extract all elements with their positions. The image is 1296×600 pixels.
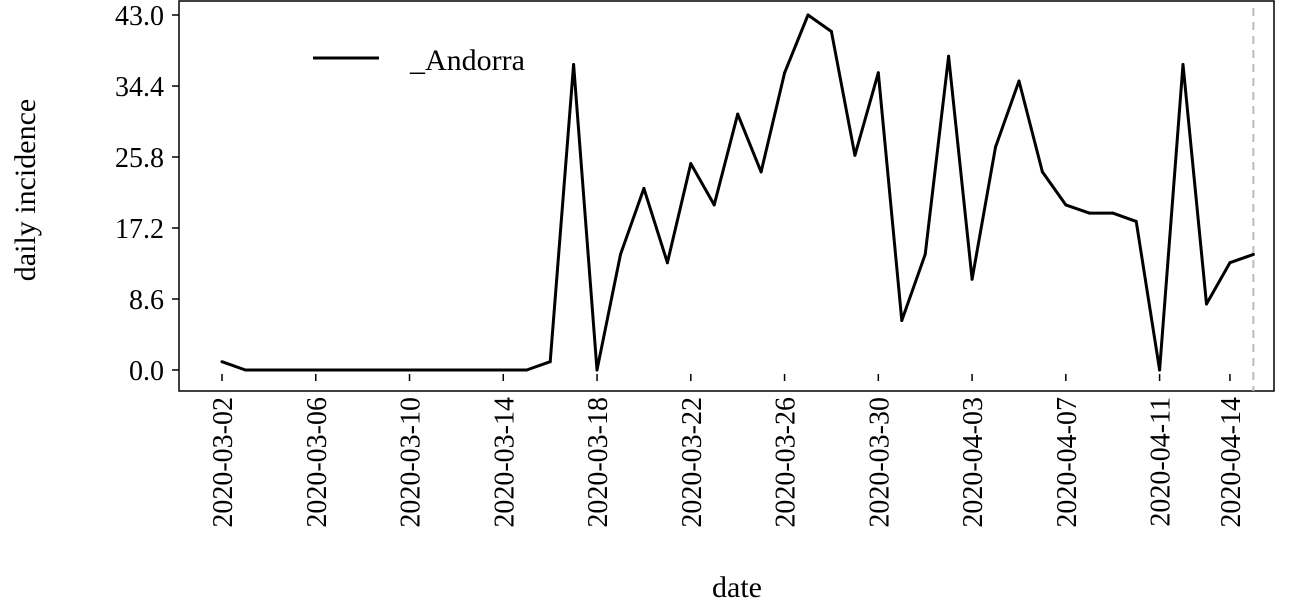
data-point bbox=[595, 368, 599, 372]
x-tick-label: 2020-04-11 bbox=[1146, 397, 1177, 527]
data-point bbox=[994, 145, 997, 149]
plot-frame bbox=[178, 0, 1275, 392]
x-axis-title: date bbox=[712, 571, 762, 600]
y-tick-label: 8.6 bbox=[129, 285, 164, 316]
x-tick-label: 2020-03-14 bbox=[489, 397, 520, 528]
data-point bbox=[454, 368, 458, 372]
data-point bbox=[1087, 211, 1091, 215]
data-point bbox=[220, 360, 224, 364]
x-axis: 2020-03-02 2020-03-06 2020-03-10 2020-03-14… bbox=[208, 374, 1247, 528]
data-point bbox=[923, 252, 927, 256]
data-point bbox=[1017, 79, 1021, 83]
data-point bbox=[900, 319, 904, 322]
data-point bbox=[1134, 219, 1138, 223]
y-tick-label: 17.2 bbox=[115, 214, 164, 245]
x-tick-label: 2020-03-22 bbox=[677, 397, 708, 528]
data-point bbox=[829, 30, 833, 33]
y-tick-label: 43.0 bbox=[115, 1, 164, 32]
y-tick-label: 25.8 bbox=[115, 143, 164, 174]
data-point bbox=[1228, 261, 1232, 265]
data-point bbox=[712, 203, 716, 207]
data-point bbox=[806, 13, 810, 17]
data-point bbox=[501, 368, 505, 372]
data-point bbox=[572, 63, 576, 66]
data-point bbox=[1040, 170, 1044, 174]
data-point bbox=[1064, 203, 1068, 207]
y-axis: 0.0 8.6 17.2 25.8 34.4 43.0 bbox=[115, 1, 179, 387]
x-tick-label: 2020-03-10 bbox=[396, 397, 427, 528]
data-point bbox=[384, 368, 388, 372]
x-tick-label: 2020-03-06 bbox=[302, 397, 333, 528]
data-point bbox=[1181, 63, 1185, 66]
data-point bbox=[361, 368, 365, 372]
data-point bbox=[947, 54, 951, 58]
data-point bbox=[736, 112, 740, 116]
data-point bbox=[525, 368, 529, 372]
data-point bbox=[1158, 368, 1162, 372]
x-tick-label: 2020-04-03 bbox=[958, 397, 989, 528]
data-point bbox=[1251, 252, 1255, 256]
x-tick-label: 2020-04-07 bbox=[1052, 397, 1083, 528]
data-point bbox=[478, 368, 482, 372]
data-point bbox=[267, 368, 271, 372]
y-tick-label: 34.4 bbox=[115, 72, 164, 103]
x-tick-label: 2020-03-02 bbox=[208, 397, 239, 528]
x-tick-label: 2020-03-26 bbox=[771, 397, 802, 528]
x-tick-label: 2020-04-14 bbox=[1216, 397, 1247, 528]
legend-label: _Andorra bbox=[409, 44, 525, 77]
data-point bbox=[243, 368, 247, 372]
data-point bbox=[759, 170, 763, 174]
data-point bbox=[619, 252, 622, 256]
data-point bbox=[970, 277, 974, 281]
data-point bbox=[853, 153, 857, 157]
data-point bbox=[665, 261, 669, 265]
data-point bbox=[431, 368, 435, 372]
series-line-0 bbox=[221, 13, 1254, 372]
data-point bbox=[548, 360, 552, 364]
data-point bbox=[783, 71, 787, 75]
data-point bbox=[1205, 302, 1208, 306]
data-point bbox=[642, 186, 646, 190]
data-point bbox=[290, 368, 294, 372]
y-tick-label: 0.0 bbox=[129, 356, 164, 387]
data-point bbox=[1111, 211, 1115, 215]
data-point bbox=[408, 368, 411, 372]
data-point bbox=[337, 368, 341, 372]
x-tick-label: 2020-03-18 bbox=[583, 397, 614, 528]
legend: _Andorra bbox=[313, 44, 525, 77]
data-point bbox=[689, 162, 693, 166]
data-point bbox=[314, 368, 318, 372]
x-tick-label: 2020-03-30 bbox=[864, 397, 895, 528]
y-axis-title: daily incidence bbox=[9, 99, 42, 281]
series-layer bbox=[220, 13, 1255, 372]
data-point bbox=[876, 71, 880, 75]
